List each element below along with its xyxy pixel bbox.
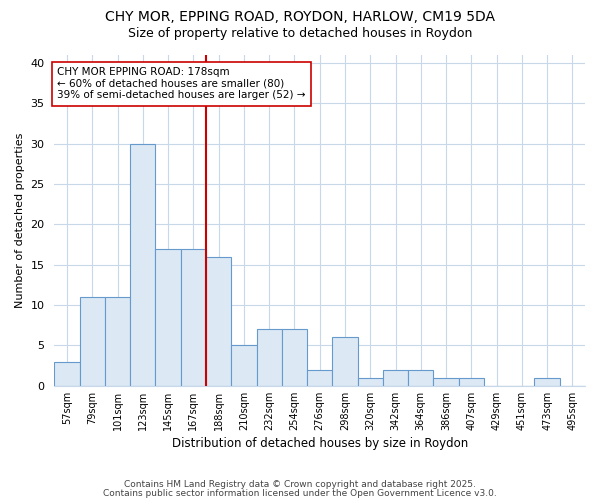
Bar bbox=[458, 378, 484, 386]
Bar bbox=[155, 248, 181, 386]
Bar bbox=[358, 378, 383, 386]
Text: Contains HM Land Registry data © Crown copyright and database right 2025.: Contains HM Land Registry data © Crown c… bbox=[124, 480, 476, 489]
Bar bbox=[231, 346, 257, 386]
Bar bbox=[105, 297, 130, 386]
Bar bbox=[282, 330, 307, 386]
Text: Contains public sector information licensed under the Open Government Licence v3: Contains public sector information licen… bbox=[103, 488, 497, 498]
Bar bbox=[55, 362, 80, 386]
Bar bbox=[206, 256, 231, 386]
Bar bbox=[181, 248, 206, 386]
Bar bbox=[307, 370, 332, 386]
Bar bbox=[80, 297, 105, 386]
Text: Size of property relative to detached houses in Roydon: Size of property relative to detached ho… bbox=[128, 28, 472, 40]
Bar bbox=[257, 330, 282, 386]
Y-axis label: Number of detached properties: Number of detached properties bbox=[15, 132, 25, 308]
Bar bbox=[535, 378, 560, 386]
X-axis label: Distribution of detached houses by size in Roydon: Distribution of detached houses by size … bbox=[172, 437, 468, 450]
Text: CHY MOR, EPPING ROAD, ROYDON, HARLOW, CM19 5DA: CHY MOR, EPPING ROAD, ROYDON, HARLOW, CM… bbox=[105, 10, 495, 24]
Bar bbox=[383, 370, 408, 386]
Text: CHY MOR EPPING ROAD: 178sqm
← 60% of detached houses are smaller (80)
39% of sem: CHY MOR EPPING ROAD: 178sqm ← 60% of det… bbox=[57, 67, 305, 100]
Bar bbox=[332, 338, 358, 386]
Bar bbox=[433, 378, 458, 386]
Bar bbox=[408, 370, 433, 386]
Bar bbox=[130, 144, 155, 386]
